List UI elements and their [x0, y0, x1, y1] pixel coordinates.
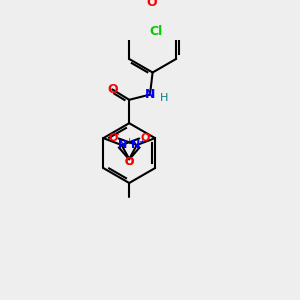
- Text: N: N: [145, 88, 155, 101]
- Text: Cl: Cl: [150, 25, 163, 38]
- Text: -: -: [148, 129, 152, 139]
- Text: O: O: [147, 0, 158, 9]
- Text: H: H: [160, 94, 169, 103]
- Text: O: O: [125, 158, 134, 167]
- Text: O: O: [140, 134, 150, 143]
- Text: +: +: [138, 136, 145, 146]
- Text: O: O: [108, 134, 118, 143]
- Text: O: O: [107, 83, 118, 96]
- Text: -: -: [116, 129, 119, 139]
- Text: N: N: [131, 140, 140, 150]
- Text: +: +: [125, 136, 132, 146]
- Text: N: N: [118, 140, 128, 150]
- Text: O: O: [124, 158, 134, 167]
